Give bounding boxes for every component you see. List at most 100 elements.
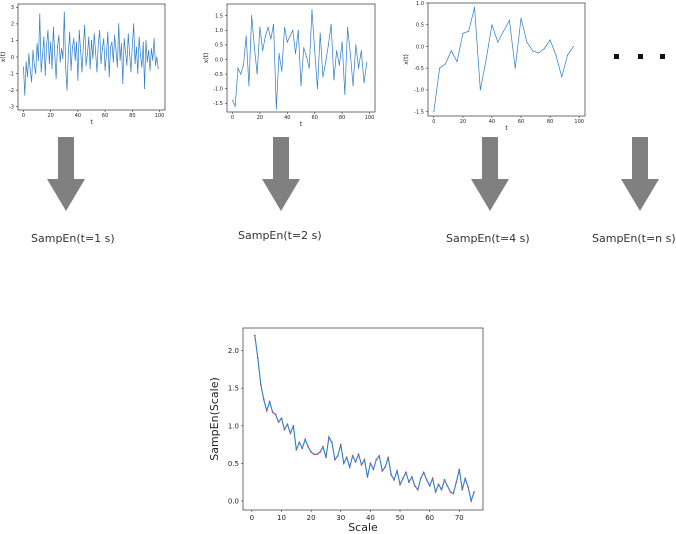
data-point — [316, 453, 318, 456]
data-point — [439, 67, 441, 69]
data-point — [120, 43, 122, 45]
data-point — [251, 15, 253, 17]
data-point — [31, 81, 33, 83]
data-point — [319, 32, 321, 34]
data-point — [444, 63, 446, 65]
data-point — [322, 76, 324, 78]
x-tick-label: 20 — [460, 119, 466, 125]
data-point — [303, 47, 305, 49]
data-point — [349, 53, 351, 55]
y-tick-label: 1.0 — [215, 28, 223, 34]
data-point — [110, 46, 112, 48]
x-tick-label: 10 — [277, 514, 286, 522]
x-axis-label: t — [505, 125, 508, 132]
data-point — [549, 39, 551, 41]
data-point — [22, 66, 24, 68]
data-point — [54, 53, 56, 55]
data-point — [363, 458, 366, 461]
y-axis-label: SampEn(Scale) — [208, 377, 221, 461]
data-point — [450, 50, 452, 52]
time-series-panel-1: 0 20 40 60 80 100 -3 -2 -1 0 1 2 3 t x(t) — [0, 3, 166, 126]
data-point — [114, 34, 116, 36]
y-tick-label: -1.0 — [213, 86, 223, 92]
x-tick-label: 20 — [257, 115, 263, 121]
data-point — [314, 50, 316, 52]
y-axis-label: x(t) — [403, 54, 410, 65]
y-tick-label: 0.0 — [215, 57, 223, 63]
data-point — [118, 23, 120, 25]
data-point — [44, 74, 46, 76]
data-point — [428, 485, 431, 487]
data-point — [67, 51, 69, 53]
data-point — [156, 56, 158, 58]
data-point — [357, 453, 360, 456]
data-point — [259, 26, 261, 28]
data-point — [336, 454, 339, 457]
y-tick-label: 1.0 — [416, 1, 424, 7]
data-point — [281, 70, 283, 72]
data-point — [63, 11, 65, 13]
data-point — [81, 71, 83, 73]
y-tick-label: 1.5 — [215, 13, 223, 19]
data-point — [543, 48, 545, 50]
data-point — [116, 66, 118, 68]
data-point — [92, 58, 94, 60]
y-tick-label: 3 — [11, 5, 14, 11]
x-tick-label: 60 — [425, 514, 434, 522]
data-point — [348, 466, 351, 469]
x-tick-label: 60 — [312, 115, 318, 121]
data-point — [532, 50, 534, 52]
data-point — [508, 19, 510, 21]
plot-frame — [242, 327, 484, 511]
y-tick-label: -0.5 — [213, 72, 223, 78]
data-point — [115, 49, 117, 51]
data-point — [292, 424, 295, 427]
data-point — [275, 108, 277, 110]
data-point — [514, 67, 516, 69]
data-point — [366, 476, 369, 478]
data-point — [354, 460, 357, 463]
data-point — [262, 398, 265, 401]
data-point — [140, 54, 141, 56]
x-tick-label: 100 — [155, 113, 165, 119]
data-point — [37, 59, 39, 61]
data-point — [333, 458, 336, 461]
data-point — [134, 63, 136, 65]
data-point — [384, 466, 387, 469]
data-point — [59, 61, 61, 63]
data-point — [107, 31, 109, 33]
data-point — [101, 48, 103, 50]
sampen-label-2: SampEn(t=2 s) — [238, 229, 322, 242]
data-point — [268, 400, 271, 403]
data-point — [157, 68, 159, 70]
y-tick-label: 0.0 — [416, 44, 424, 50]
data-point — [69, 31, 71, 33]
data-point — [316, 88, 318, 90]
data-point — [150, 48, 152, 50]
data-point — [520, 17, 522, 19]
data-point — [352, 85, 354, 87]
data-point — [43, 36, 45, 38]
data-point — [96, 71, 98, 73]
data-point — [271, 411, 274, 414]
data-point — [27, 76, 29, 78]
data-point — [405, 471, 407, 474]
time-series-panel-2: 0 20 40 60 80 100 -1.5 -1.0 -0.5 0.0 0.5 1.0 1.5 t x(t… — [203, 3, 376, 128]
y-tick-label: 2 — [11, 22, 14, 28]
data-point — [431, 477, 434, 480]
data-point — [135, 46, 137, 48]
data-point — [237, 67, 239, 69]
data-point — [84, 25, 86, 27]
data-point — [70, 69, 72, 71]
data-point — [311, 9, 313, 11]
data-point — [347, 26, 349, 28]
x-tick-label: 0 — [231, 115, 234, 121]
x-tick-label: 100 — [574, 119, 584, 125]
data-point — [33, 64, 35, 66]
data-point — [319, 451, 321, 453]
data-point — [327, 44, 329, 46]
data-point — [141, 66, 143, 68]
data-point — [360, 463, 363, 466]
data-point — [336, 50, 338, 52]
data-point — [104, 69, 106, 71]
